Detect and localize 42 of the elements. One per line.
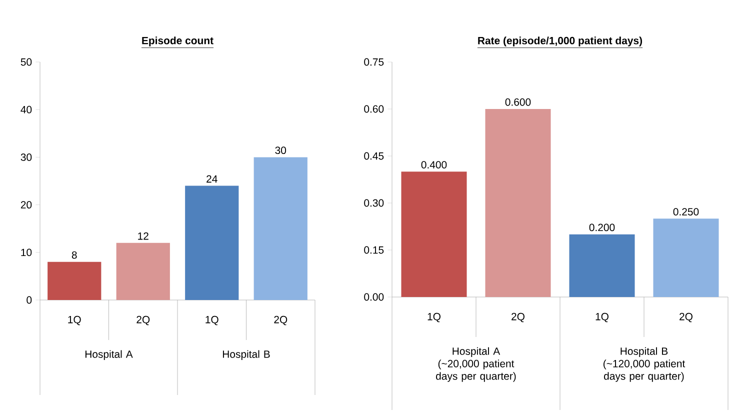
bar <box>185 186 239 300</box>
text: Hospital B <box>222 350 270 360</box>
data-label: 0.600 <box>505 98 531 106</box>
text: Hospital A (~20,000 patient days per quarter) <box>436 347 516 382</box>
data-label: 24 <box>206 175 218 183</box>
chart-title: Episode count <box>142 36 214 46</box>
y-tick-label: 0.00 <box>364 293 384 301</box>
x-tick-label: 1Q <box>68 316 81 326</box>
data-label: 0.250 <box>673 208 699 216</box>
y-tick-label: 0 <box>26 296 32 304</box>
y-tick-label: 0.45 <box>364 152 384 160</box>
x-tick-label: 2Q <box>136 316 150 326</box>
x-tick-label: 1Q <box>428 312 440 322</box>
y-tick-label: 0.60 <box>364 105 384 113</box>
y-tick-label: 0.30 <box>364 199 384 207</box>
x-tick-label: 1Q <box>596 312 608 322</box>
x-tick-label: 2Q <box>274 316 288 326</box>
x-tick-label: 2Q <box>680 312 692 322</box>
bar <box>254 157 308 300</box>
bar <box>401 172 467 297</box>
bar <box>653 218 719 297</box>
x-tick-label: 1Q <box>206 316 218 326</box>
text: Hospital A <box>85 350 133 360</box>
bar <box>485 109 551 297</box>
y-tick-label: 20 <box>20 201 32 209</box>
chart-title: Rate (episode/1,000 patient days) <box>478 36 642 46</box>
y-tick-label: 0.75 <box>364 58 384 66</box>
data-label: 8 <box>72 251 77 259</box>
y-tick-label: 30 <box>20 154 32 161</box>
data-label: 30 <box>275 146 286 154</box>
bar <box>48 262 102 300</box>
bar <box>116 242 170 300</box>
data-label: 12 <box>138 232 148 240</box>
y-tick-label: 0.15 <box>364 246 384 254</box>
text: Hospital B (~120,000 patient days per quarter) <box>603 347 686 382</box>
data-label: 0.200 <box>589 224 615 232</box>
x-tick-label: 2Q <box>512 312 524 322</box>
bar <box>569 234 635 297</box>
y-tick-label: 40 <box>20 106 32 114</box>
y-tick-label: 10 <box>21 248 32 256</box>
data-label: 0.400 <box>421 161 447 168</box>
y-tick-label: 50 <box>20 58 32 66</box>
